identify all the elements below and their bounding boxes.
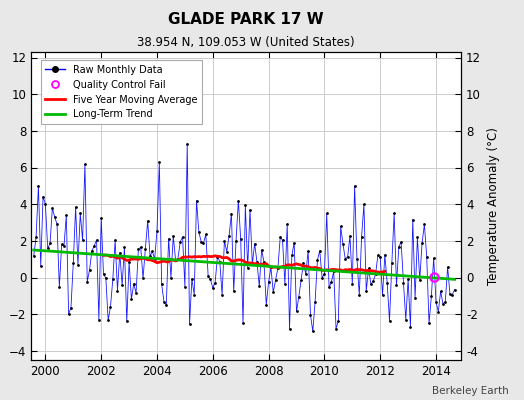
Text: GLADE PARK 17 W: GLADE PARK 17 W [169,12,324,27]
Text: 38.954 N, 109.053 W (United States): 38.954 N, 109.053 W (United States) [137,36,355,49]
Y-axis label: Temperature Anomaly (°C): Temperature Anomaly (°C) [487,127,499,285]
Text: Berkeley Earth: Berkeley Earth [432,386,508,396]
Legend: Raw Monthly Data, Quality Control Fail, Five Year Moving Average, Long-Term Tren: Raw Monthly Data, Quality Control Fail, … [40,60,202,124]
